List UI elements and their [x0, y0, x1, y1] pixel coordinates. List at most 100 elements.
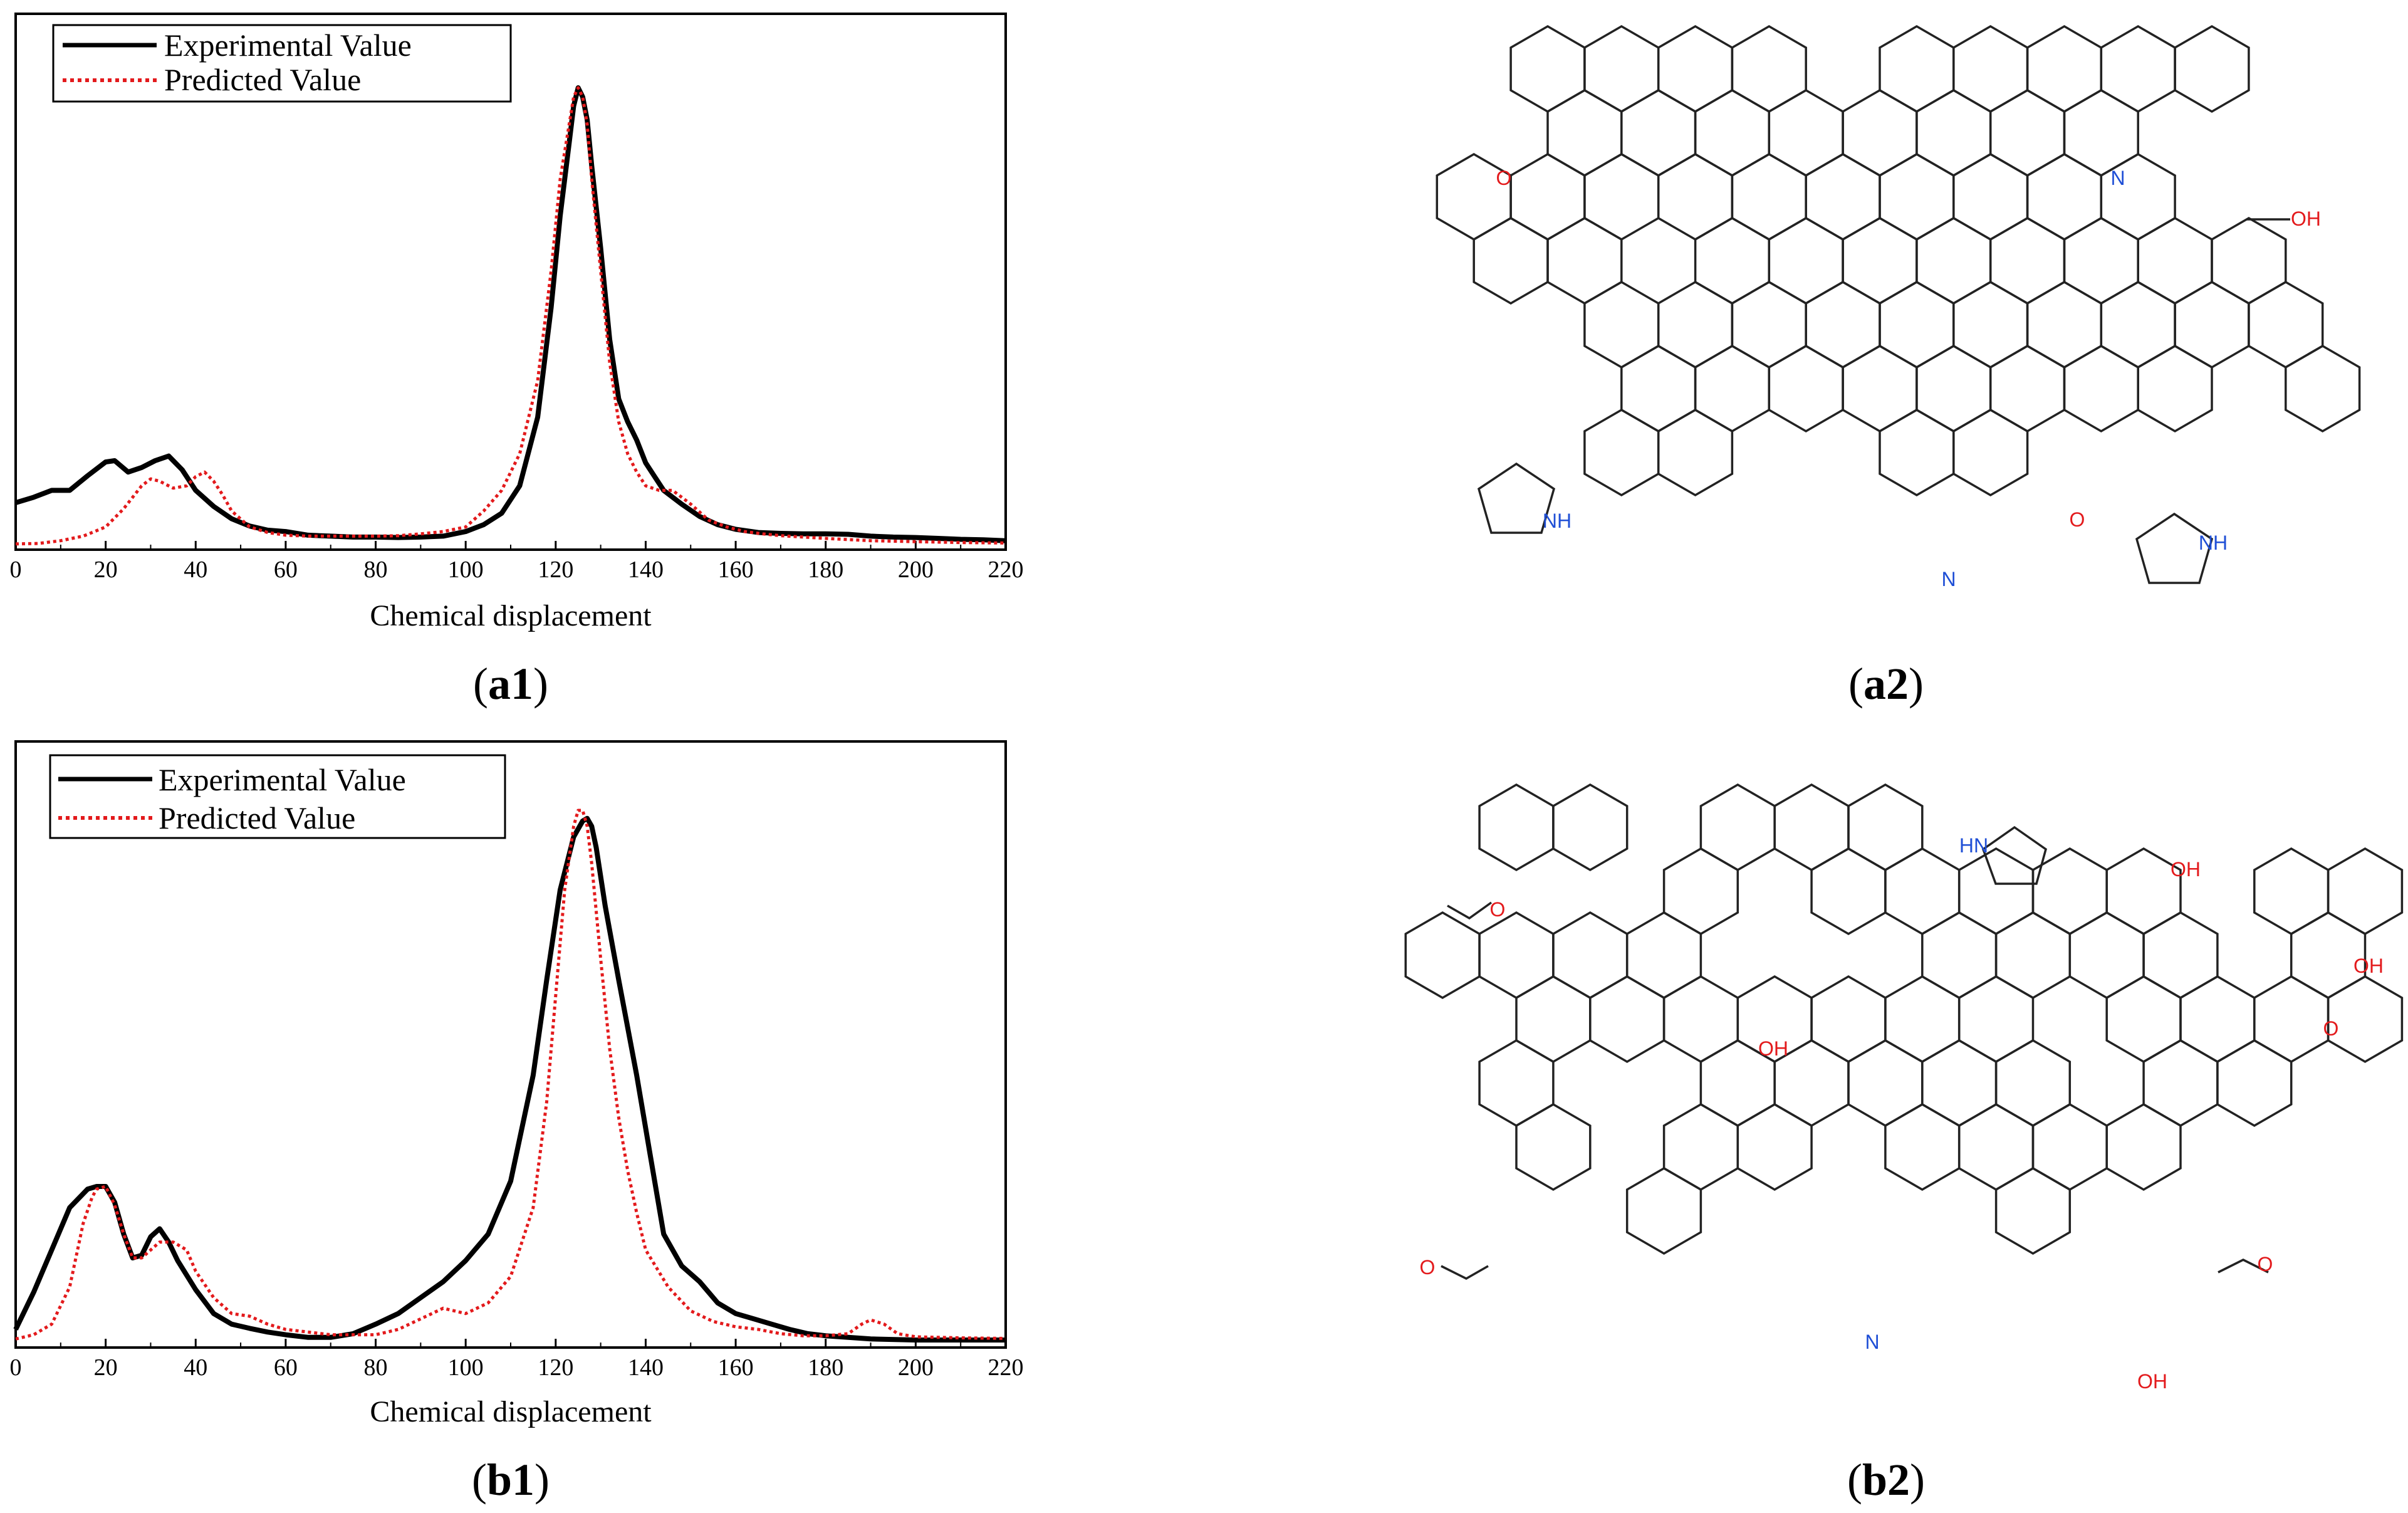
hex-a2-ring-58: [1879, 408, 1955, 497]
hex-b2-ring-9: [2031, 847, 2108, 936]
atom-label-nh2-a2: NH: [2199, 531, 2228, 554]
hex-a2-ring-49: [1768, 344, 1844, 433]
hex-b2-ring-11: [2253, 847, 2330, 936]
hex-b2-ring-41: [1515, 1102, 1592, 1191]
x-tick-label-a1-6: 120: [538, 557, 573, 583]
series-line-predicted-b1: [15, 809, 1006, 1341]
hex-b2-ring-20: [2142, 911, 2219, 1000]
pyrrole-ring-left-a2: [1477, 462, 1556, 534]
x-tick-label-a1-4: 80: [364, 557, 388, 583]
hex-b2-ring-2: [1699, 783, 1776, 872]
legend-a1: Experimental Value Predicted Value: [52, 24, 512, 103]
atom-label-o2-a2: O: [2070, 508, 2085, 531]
atom-label-n-b2: N: [1865, 1331, 1879, 1353]
hex-b2-ring-29: [2105, 975, 2182, 1064]
atom-label-oh1-a2: OH: [2291, 207, 2321, 230]
hex-a2-ring-45: [2174, 280, 2250, 369]
hex-a2-ring-44: [2100, 280, 2176, 369]
hex-b2-ring-26: [1810, 975, 1887, 1064]
molecular-structure-b2: O HN OH OH OH O O N O OH (b2): [1404, 783, 2404, 1505]
hex-b2-ring-22: [1515, 975, 1592, 1064]
hex-a2-ring-37: [1583, 280, 1660, 369]
hex-a2-ring-18: [1509, 152, 1586, 241]
hex-a2-ring-14: [1915, 88, 1992, 177]
hex-a2-ring-53: [2063, 344, 2139, 433]
hex-a2-ring-48: [1694, 344, 1771, 433]
x-axis-title-b1: Chemical displacement: [370, 1395, 652, 1428]
x-tick-label-a1-10: 200: [898, 557, 934, 583]
x-tick-label-a1-7: 140: [628, 557, 664, 583]
hex-a2-ring-43: [2026, 280, 2103, 369]
hex-b2-ring-15: [1552, 911, 1629, 1000]
hex-b2-ring-37: [1921, 1039, 1998, 1128]
x-tick-label-b1-8: 160: [718, 1354, 754, 1381]
legend-box-b1: [49, 754, 506, 839]
hex-b2-ring-40: [2216, 1039, 2293, 1128]
hex-a2-ring-56: [1583, 408, 1660, 497]
panel-label-a1: (a1): [473, 659, 548, 709]
atom-label-oh3-b2: OH: [1758, 1037, 1788, 1060]
hex-a2-ring-11: [1694, 88, 1771, 177]
x-tick-label-b1-3: 60: [274, 1354, 298, 1381]
hex-a2-ring-33: [1989, 216, 2066, 305]
hex-a2-ring-30: [1768, 216, 1844, 305]
atom-label-hn-b2: HN: [1959, 834, 1988, 857]
hex-a2-ring-31: [1842, 216, 1918, 305]
hex-b2-ring-36: [1847, 1039, 1924, 1128]
hex-b2-ring-4: [1847, 783, 1924, 872]
hex-b2-ring-24: [1662, 975, 1739, 1064]
atom-label-oh1-b2: OH: [2171, 858, 2201, 881]
hex-a2-ring-54: [2137, 344, 2213, 433]
hex-b2-ring-10: [2105, 847, 2182, 936]
series-line-experimental-a1: [14, 85, 1006, 543]
hex-a2-ring-38: [1657, 280, 1734, 369]
hex-a2-ring-12: [1768, 88, 1844, 177]
panel-label-a2: (a2): [1848, 659, 1924, 709]
x-axis-title-a1: Chemical displacement: [370, 599, 652, 632]
x-tick-label-a1-11: 220: [988, 557, 1024, 583]
pyrrole-ring-right-a2: [2135, 512, 2214, 584]
x-tick-label-a1-1: 20: [94, 557, 118, 583]
series-group-b1: [13, 809, 1006, 1343]
x-axis-a1: 0 20 40 60 80 100 120 140 160 180 200 220: [10, 541, 1024, 583]
series-line-experimental-b1: [13, 815, 1006, 1343]
hex-b2-ring-44: [1884, 1102, 1961, 1191]
x-tick-label-b1-6: 120: [538, 1354, 573, 1381]
hex-b2-ring-3: [1773, 783, 1850, 872]
hex-b2-ring-14: [1478, 911, 1555, 1000]
x-tick-label-b1-0: 0: [10, 1354, 22, 1381]
x-tick-label-b1-10: 200: [898, 1354, 934, 1381]
hex-a2-ring-34: [2063, 216, 2139, 305]
atom-label-nh1-a2: NH: [1543, 510, 1571, 532]
x-tick-label-b1-11: 220: [988, 1354, 1024, 1381]
legend-label-predicted-a1: Predicted Value: [164, 62, 361, 97]
hex-a2-ring-6: [2026, 24, 2103, 113]
hex-a2-ring-35: [2137, 216, 2213, 305]
hex-a2-ring-52: [1989, 344, 2066, 433]
hex-a2-ring-42: [1952, 280, 2029, 369]
hex-a2-ring-25: [2026, 152, 2103, 241]
hex-b2-ring-18: [1994, 911, 2072, 1000]
hex-a2-ring-21: [1731, 152, 1807, 241]
hex-b2-ring-7: [1884, 847, 1961, 936]
hex-b2-ring-31: [2253, 975, 2330, 1064]
hex-a2-ring-50: [1842, 344, 1918, 433]
hex-a2-ring-59: [1952, 408, 2029, 497]
x-tick-label-a1-8: 160: [718, 557, 754, 583]
legend-b1: Experimental Value Predicted Value: [49, 754, 506, 839]
hex-a2-ring-8: [2174, 24, 2250, 113]
hex-b2-ring-17: [1921, 911, 1998, 1000]
panel-label-b1: (b1): [472, 1455, 550, 1505]
hex-b2-ring-48: [1625, 1166, 1702, 1255]
hex-b2-ring-13: [1404, 911, 1481, 1000]
atom-label-n1-a2: N: [2110, 167, 2125, 189]
series-line-predicted-a1: [15, 86, 1006, 546]
chart-a1: 0 20 40 60 80 100 120 140 160 180 200 220 Experimen…: [10, 13, 1024, 709]
x-tick-label-a1-3: 60: [274, 557, 298, 583]
atom-label-o4-b2: O: [2258, 1253, 2273, 1275]
hex-a2-ring-24: [1952, 152, 2029, 241]
hex-b2-ring-46: [2031, 1102, 2108, 1191]
hex-b2-ring-19: [2068, 911, 2145, 1000]
atom-label-oh2-b2: OH: [2353, 955, 2384, 977]
